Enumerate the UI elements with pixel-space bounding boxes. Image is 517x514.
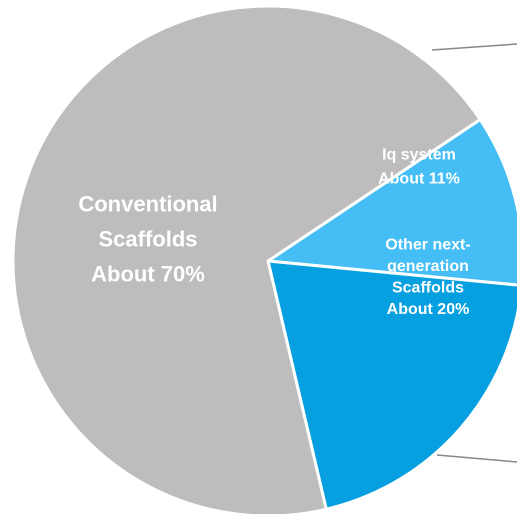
leader-lines [431, 43, 517, 463]
pie-slice-0 [266, 118, 517, 287]
pie-slice-1 [266, 259, 517, 511]
slice-label-line: About 70% [91, 262, 205, 287]
slice-label-line: Scaffolds [98, 227, 197, 252]
leader-line-bottom [436, 454, 517, 463]
slice-label-line: About 20% [387, 301, 470, 318]
slice-label-line: Conventional [78, 192, 217, 217]
slice-label-0: Iq system About 11% [378, 147, 460, 188]
slice-label-line: Scaffolds [392, 279, 464, 296]
slice-label-line: Iq system [382, 147, 456, 164]
slice-label-1: Other next-generation Scaffolds About 20% [385, 236, 470, 318]
pie-slice-2 [11, 4, 482, 514]
leader-line-top [431, 43, 517, 51]
slice-labels: Iq system About 11% Other next-generation S… [78, 147, 470, 318]
slice-label-2: Conventional Scaffolds About 70% [78, 192, 217, 287]
slice-label-line: Other next- [385, 236, 470, 253]
slice-label-line: generation [387, 258, 469, 275]
slice-label-line: About 11% [378, 171, 460, 188]
pie-slices [11, 4, 517, 514]
